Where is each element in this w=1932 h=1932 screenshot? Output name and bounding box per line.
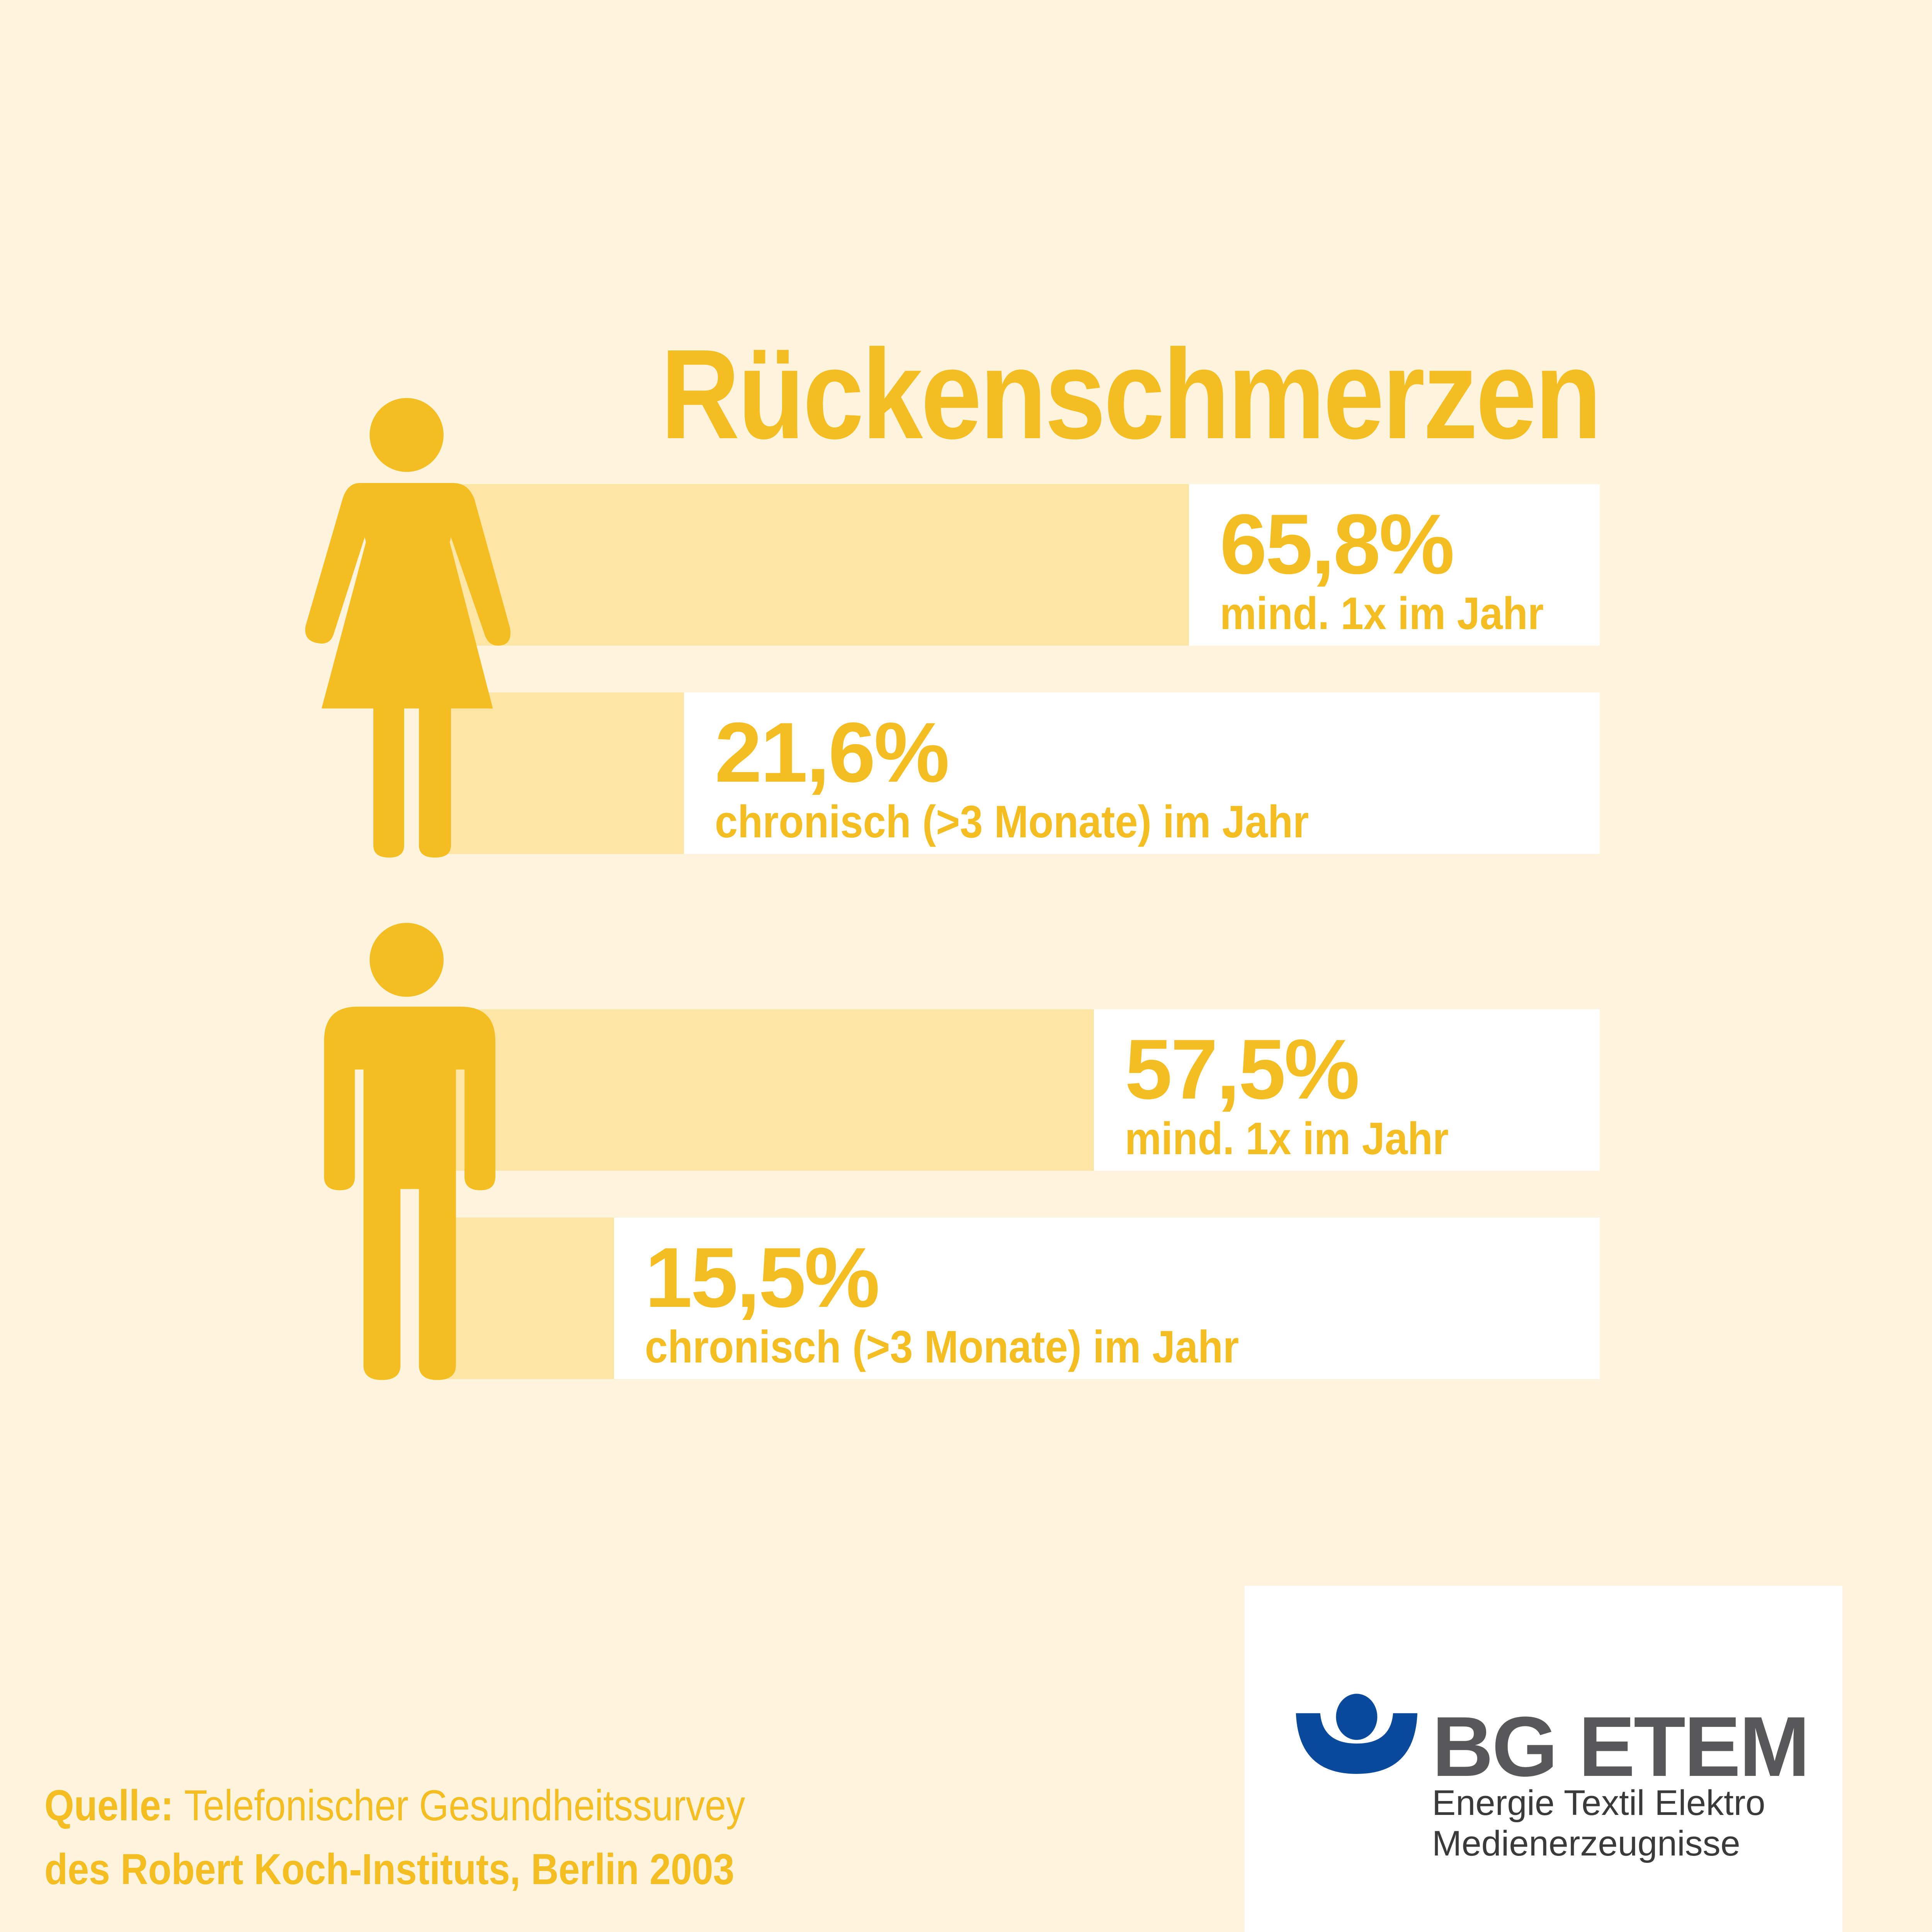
bar-value-label: 65,8% — [1219, 497, 1455, 592]
bar-category-label: chronisch (>3 Monate) im Jahr — [645, 1321, 1239, 1372]
bg-etem-emblem-icon — [1296, 1694, 1418, 1774]
bar-category-label: mind. 1x im Jahr — [1219, 588, 1544, 639]
bar-fill — [437, 692, 684, 854]
logo-line-1: Energie Textil Elektro — [1432, 1783, 1765, 1823]
male-figure-icon — [324, 923, 495, 1380]
logo-name: BG ETEM — [1432, 1699, 1810, 1794]
source-line-1: Telefonischer Gesundheitssurvey — [184, 1781, 745, 1830]
bar-label-group: 57,5% mind. 1x im Jahr — [1125, 1025, 1485, 1164]
bar-track: 65,8% mind. 1x im Jahr — [437, 484, 1600, 646]
bar-category-label: mind. 1x im Jahr — [1125, 1113, 1449, 1164]
bar-value-label: 15,5% — [645, 1230, 880, 1325]
source-prefix: Quelle: — [44, 1781, 174, 1830]
bar-category-label: chronisch (>3 Monate) im Jahr — [714, 796, 1309, 847]
bar-fill — [437, 1009, 1094, 1171]
bar-track: 21,6% chronisch (>3 Monate) im Jahr — [437, 692, 1600, 854]
bar-fill — [437, 1218, 614, 1379]
female-figure-icon — [305, 398, 511, 858]
bar-label-group: 21,6% chronisch (>3 Monate) im Jahr — [715, 708, 1375, 847]
bar-track: 15,5% chronisch (>3 Monate) im Jahr — [437, 1218, 1600, 1379]
source-line-2: des Robert Koch-Instituts, Berlin 2003 — [44, 1845, 735, 1893]
bar-value-label: 21,6% — [714, 705, 950, 800]
bar-label-group: 65,8% mind. 1x im Jahr — [1220, 500, 1580, 639]
bg-etem-logo: BG ETEM Energie Textil Elektro Medienerz… — [1245, 1586, 1842, 1932]
bar-value-label: 57,5% — [1125, 1022, 1360, 1117]
logo-line-2: Medienerzeugnisse — [1432, 1824, 1740, 1863]
chart-title: Rückenschmerzen — [660, 323, 1602, 465]
bar-track: 57,5% mind. 1x im Jahr — [437, 1009, 1600, 1171]
source-note: Quelle: Telefonischer Gesundheitssurvey … — [44, 1774, 745, 1901]
bar-label-group: 15,5% chronisch (>3 Monate) im Jahr — [645, 1233, 1305, 1372]
bar-fill — [437, 484, 1189, 646]
